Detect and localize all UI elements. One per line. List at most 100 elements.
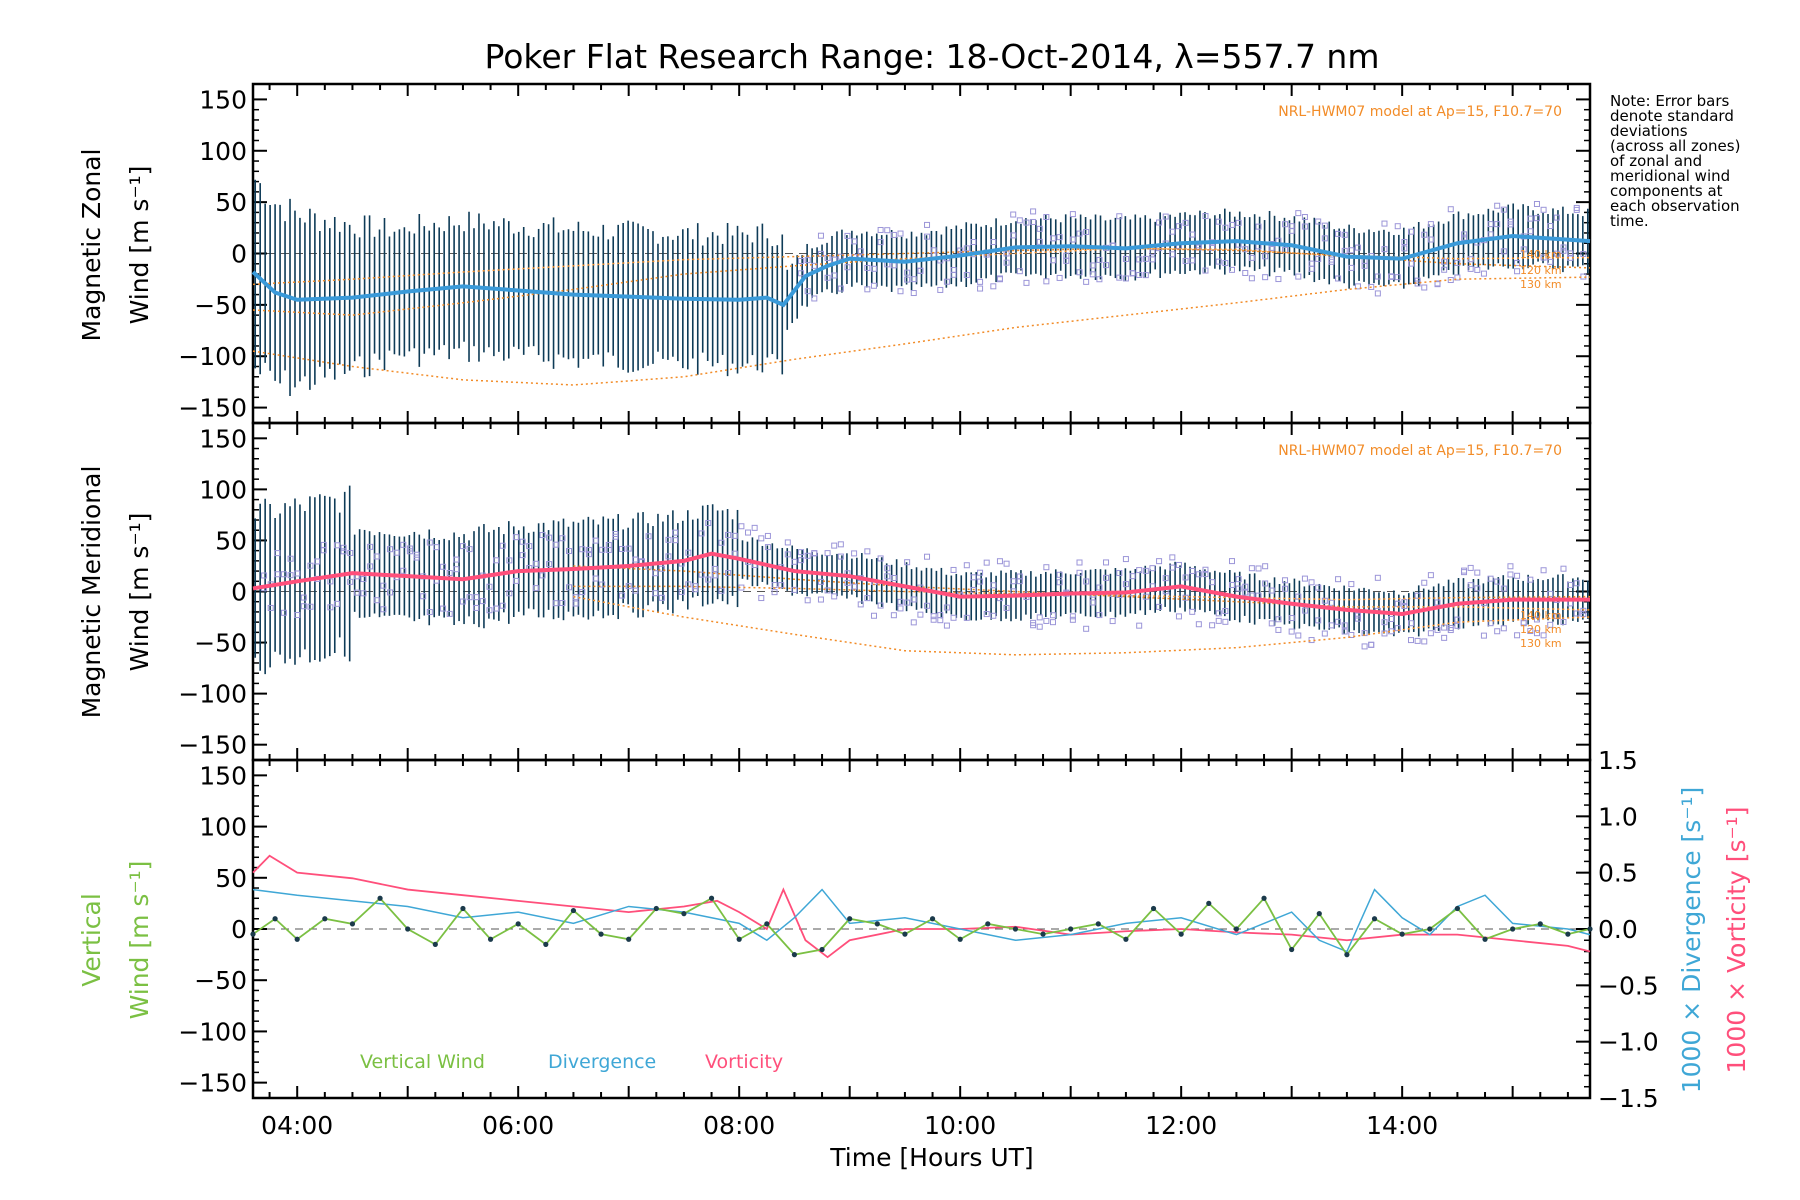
y-tick-label: −150: [178, 731, 247, 760]
zone-sample: [1407, 620, 1414, 627]
zone-sample: [426, 539, 433, 546]
y2-tick-label: 1.5: [1598, 746, 1638, 775]
y-tick-label: 100: [199, 137, 247, 166]
zone-sample: [837, 253, 844, 260]
zone-sample: [1096, 276, 1103, 283]
y-tick-label: 150: [199, 761, 247, 790]
zone-sample: [512, 577, 519, 584]
zone-sample: [1235, 219, 1242, 226]
zone-sample: [393, 549, 400, 556]
vertical-wind-point: [1040, 931, 1046, 937]
zone-sample: [751, 524, 758, 531]
y2-tick-label: 1.0: [1598, 802, 1638, 831]
zone-sample: [1016, 217, 1023, 224]
zone-sample: [300, 603, 307, 610]
zone-sample: [493, 605, 500, 612]
y-tick-label: −150: [178, 1069, 247, 1098]
zone-sample: [884, 565, 891, 572]
zone-sample: [824, 587, 831, 594]
zone-sample: [1030, 208, 1037, 215]
zone-sample: [1282, 577, 1289, 584]
zone-sample: [870, 612, 877, 619]
divergence-axis-label: 1000 × Divergence [s⁻¹]: [1677, 787, 1706, 1094]
vertical-wind-point: [847, 916, 853, 922]
panel3-ylabel-line2: Wind [m s⁻¹]: [125, 861, 154, 1020]
zone-sample: [1361, 262, 1368, 269]
zone-sample: [1122, 275, 1129, 282]
zone-sample: [592, 575, 599, 582]
zone-sample: [1500, 248, 1507, 255]
zone-sample: [1275, 626, 1282, 633]
vertical-wind-point: [272, 916, 278, 922]
note-line: Note: Error bars: [1610, 92, 1730, 110]
zone-sample: [884, 573, 891, 580]
zone-sample: [1407, 228, 1414, 235]
vertical-wind-point: [1178, 931, 1184, 937]
zone-sample: [1461, 231, 1468, 238]
zone-sample: [552, 600, 559, 607]
zone-sample: [1142, 272, 1149, 279]
zone-sample: [983, 611, 990, 618]
y-tick-label: 150: [199, 85, 247, 114]
zone-sample: [1036, 623, 1043, 630]
zone-sample: [1533, 200, 1540, 207]
zone-sample: [1381, 619, 1388, 626]
zone-sample: [1063, 257, 1070, 264]
zone-sample: [804, 597, 811, 604]
zone-sample: [771, 589, 778, 596]
zone-sample: [798, 557, 805, 564]
zone-sample: [387, 589, 394, 596]
zone-sample: [1348, 247, 1355, 254]
zone-sample: [1421, 638, 1428, 645]
zone-sample: [937, 612, 944, 619]
zone-sample: [1136, 567, 1143, 574]
note-line: time.: [1610, 212, 1649, 230]
zone-sample: [1494, 628, 1501, 635]
zone-sample: [1507, 563, 1514, 570]
zone-sample: [1195, 621, 1202, 628]
zone-sample: [1401, 239, 1408, 246]
zone-sample: [1043, 564, 1050, 571]
zone-sample: [977, 578, 984, 585]
zone-sample: [1573, 610, 1580, 617]
zone-sample: [566, 548, 573, 555]
zone-sample: [1401, 599, 1408, 606]
zone-sample: [996, 558, 1003, 565]
x-tick-label: 10:00: [924, 1111, 996, 1140]
vertical-wind-point: [543, 941, 549, 947]
y-tick-label: 100: [199, 475, 247, 504]
zone-sample: [466, 546, 473, 553]
zone-sample: [910, 596, 917, 603]
zone-sample: [579, 589, 586, 596]
zone-sample: [990, 582, 997, 589]
zone-sample: [572, 594, 579, 601]
zone-sample: [864, 595, 871, 602]
zone-sample: [1169, 228, 1176, 235]
zone-sample: [287, 572, 294, 579]
zone-sample: [1262, 563, 1269, 570]
zone-sample: [459, 543, 466, 550]
zone-sample: [400, 567, 407, 574]
zone-sample: [1381, 246, 1388, 253]
y-tick-label: 0: [231, 578, 247, 607]
zone-sample: [579, 546, 586, 553]
vertical-wind-point: [708, 895, 715, 901]
zone-sample: [1573, 206, 1580, 213]
zone-sample: [387, 546, 394, 553]
zone-sample: [1036, 238, 1043, 245]
zone-sample: [877, 602, 884, 609]
zone-sample: [924, 233, 931, 240]
panel3-ylabel-line1: Vertical: [77, 893, 106, 987]
zone-sample: [1069, 616, 1076, 623]
zone-sample: [791, 586, 798, 593]
zone-sample: [1069, 236, 1076, 243]
meridional-wind-panel: 150 100 50 0 −50 −100 −150 NRL-HWM07 model at A…: [178, 421, 1592, 762]
zone-sample: [1308, 579, 1315, 586]
zone-sample: [1010, 211, 1017, 218]
zone-sample: [1089, 599, 1096, 606]
zone-sample: [877, 226, 884, 233]
zone-sample: [1301, 575, 1308, 582]
zone-sample: [1156, 603, 1163, 610]
panel1-ylabel-line1: Magnetic Zonal: [77, 149, 106, 342]
zone-sample: [1441, 258, 1448, 265]
